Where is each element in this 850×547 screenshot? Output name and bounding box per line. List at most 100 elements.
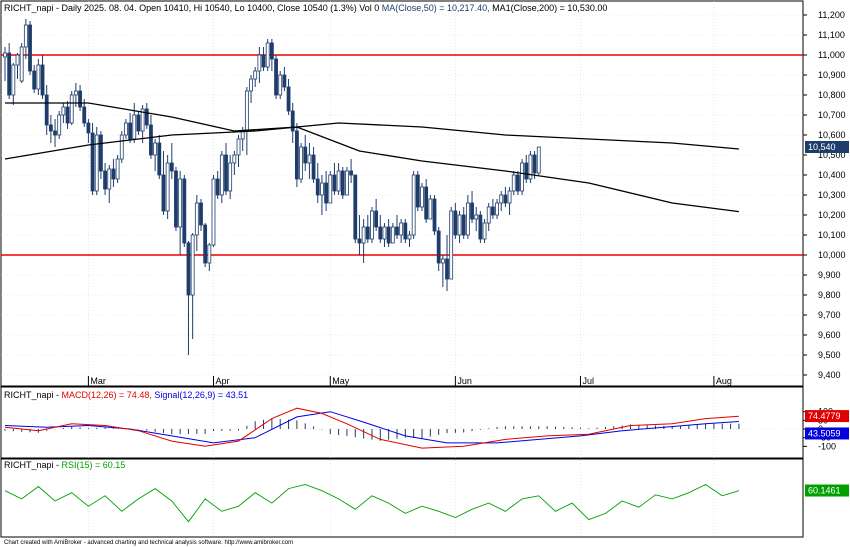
candle-body — [274, 58, 278, 96]
candle-body — [111, 168, 116, 180]
candle-body — [90, 132, 95, 192]
price-tick-label: 11,100 — [818, 30, 845, 40]
price-tick-label: 9,800 — [818, 290, 841, 300]
candle-body — [286, 86, 291, 112]
candle-body — [269, 42, 274, 60]
macd-value-tag-box — [805, 410, 849, 423]
candle-body — [420, 186, 424, 208]
candle-body — [140, 108, 145, 132]
candle-body — [69, 94, 74, 124]
candle-body — [382, 226, 387, 240]
candle-body — [311, 154, 316, 180]
price-tick-label: 11,200 — [818, 10, 845, 20]
candle-body — [449, 210, 454, 280]
candle-body — [219, 154, 224, 196]
candle-body — [103, 170, 107, 190]
candle-body — [290, 110, 295, 132]
month-label: May — [332, 376, 350, 386]
candle-body — [499, 194, 504, 204]
candles — [3, 19, 541, 355]
candle-body — [61, 106, 66, 116]
macd-title-macd: MACD(12,26) = 74.48, — [62, 390, 152, 400]
macd-value-tag: 74.4779 — [808, 411, 841, 421]
rsi-line — [4, 483, 740, 523]
candle-body — [128, 122, 133, 140]
rsi-title-prefix: RICHT_napi - — [4, 460, 59, 470]
candle-body — [53, 130, 57, 136]
candle-body — [94, 134, 99, 192]
candle-body — [86, 122, 91, 134]
candle-body — [3, 52, 7, 58]
price-tick-label: 9,900 — [818, 270, 841, 280]
macd-tick-label: -100 — [818, 441, 836, 451]
candle-body — [244, 90, 249, 132]
candle-body — [520, 162, 524, 192]
candle-body — [411, 174, 416, 236]
candle-body — [294, 130, 299, 180]
price-title-prefix: RICHT_napi - Daily 2025. 08. 04. Open 10… — [4, 3, 379, 13]
candle-body — [428, 198, 433, 220]
candle-body — [374, 210, 379, 228]
candle-body — [28, 24, 32, 72]
price-tick-label: 10,200 — [818, 210, 846, 220]
candle-body — [415, 174, 420, 208]
rsi-value-tag: 60.1461 — [808, 486, 841, 496]
footer-credit: Chart created with AmiBroker - advanced … — [4, 540, 293, 546]
candle-body — [495, 202, 499, 216]
candle-body — [457, 214, 462, 236]
price-tick-label: 10,400 — [818, 170, 846, 180]
candle-body — [282, 74, 287, 88]
last-price-tag: 10,540 — [808, 142, 836, 152]
macd-title-signal: Signal(12,26,9) = 43.51 — [154, 390, 248, 400]
candle-body — [228, 162, 233, 192]
candle-body — [474, 214, 479, 220]
price-tick-label: 10,000 — [818, 250, 846, 260]
candle-body — [144, 108, 149, 126]
candle-body — [232, 154, 237, 164]
candle-body — [478, 214, 483, 240]
candle-body — [23, 24, 28, 48]
price-title: RICHT_napi - Daily 2025. 08. 04. Open 10… — [4, 3, 607, 13]
price-tick-label: 9,700 — [818, 310, 841, 320]
candle-body — [486, 206, 491, 224]
candle-body — [395, 226, 399, 236]
candle-body — [507, 190, 512, 204]
candle-body — [82, 106, 87, 124]
candle-body — [536, 146, 541, 174]
macd-lines — [1, 407, 803, 449]
candle-body — [345, 170, 349, 196]
last-price-tag-box — [805, 141, 849, 153]
candle-body — [307, 154, 312, 164]
candle-body — [186, 242, 191, 296]
candle-body — [36, 64, 41, 90]
ma200-line — [4, 122, 739, 160]
candle-body — [303, 146, 308, 164]
rsi-panel — [0, 458, 804, 538]
candle-body — [353, 174, 358, 240]
candle-body — [99, 134, 103, 172]
candle-body — [48, 124, 53, 132]
price-tick-label: 9,400 — [818, 370, 841, 380]
candle-body — [528, 154, 533, 180]
macd-line — [4, 407, 739, 449]
price-tick-label: 10,700 — [818, 110, 846, 120]
candle-body — [153, 142, 158, 156]
candle-body — [19, 46, 24, 82]
candle-body — [370, 210, 374, 240]
candle-body — [440, 258, 445, 264]
candle-body — [136, 114, 141, 132]
candle-body — [161, 174, 166, 212]
y-axis-labels: 11,200 11,100 11,000 10,900 10,800 10,700 10,6… — [803, 10, 846, 451]
candle-body — [503, 194, 508, 204]
candle-body — [194, 202, 199, 236]
month-label: Jul — [582, 376, 594, 386]
candle-body — [215, 178, 220, 196]
candle-body — [445, 258, 449, 280]
candle-body — [490, 206, 495, 216]
candle-body — [40, 64, 45, 96]
candle-body — [516, 174, 520, 192]
candle-body — [265, 42, 270, 68]
candle-body — [424, 186, 429, 220]
candle-body — [336, 170, 341, 192]
candle-body — [465, 202, 470, 236]
